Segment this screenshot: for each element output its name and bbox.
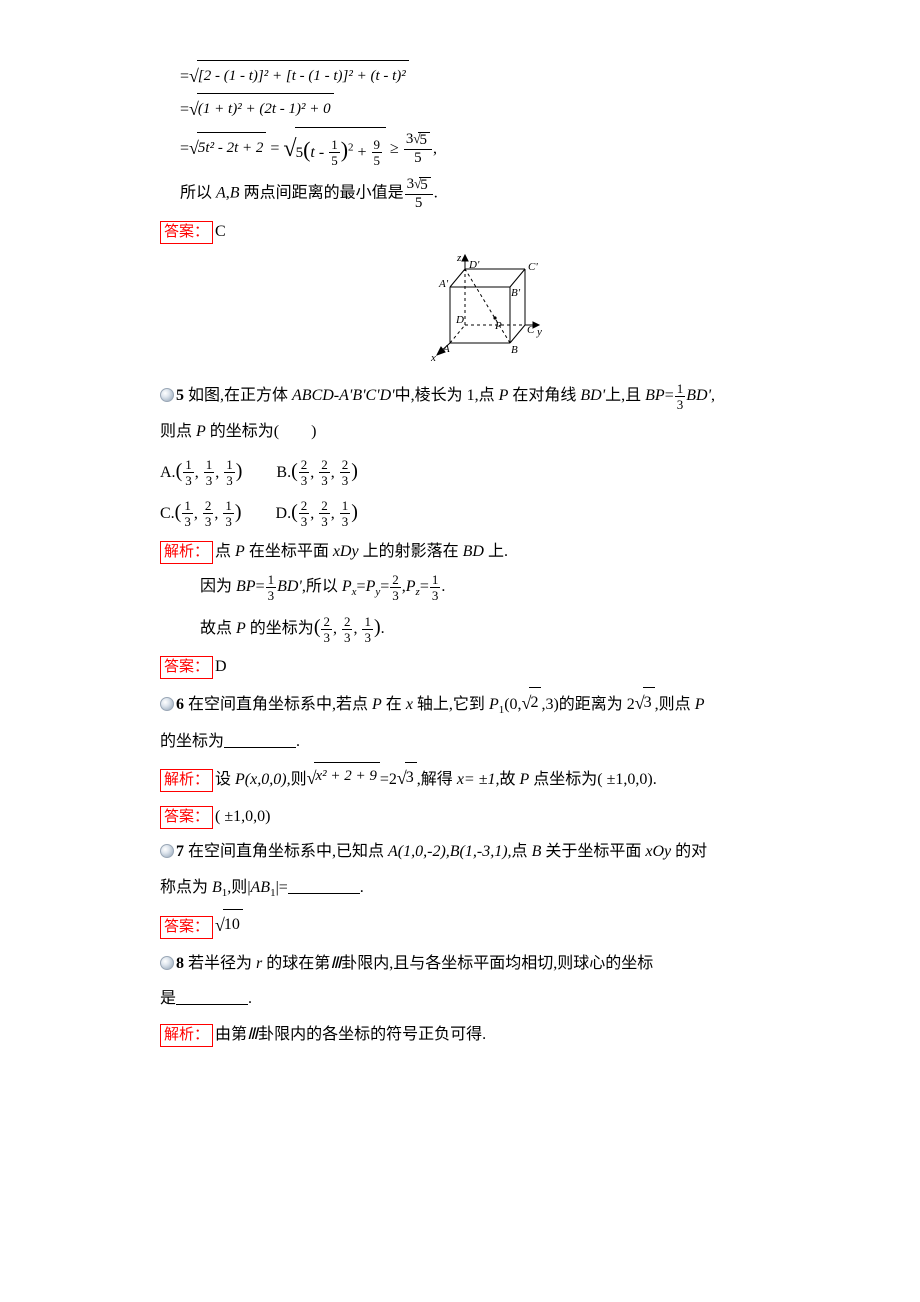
q5-options-row2: C.(13, 23, 13) D.(23, 23, 13)	[160, 494, 800, 531]
q8-stem: 8 若半径为 r 的球在第Ⅲ卦限内,且与各坐标平面均相切,则球心的坐标	[160, 949, 800, 979]
analysis-label: 解析：	[160, 541, 213, 564]
q5-answer: 答案：D	[160, 652, 800, 682]
q6-answer: 答案：( ±1,0,0)	[160, 802, 800, 832]
analysis-label: 解析：	[160, 1024, 213, 1047]
analysis-label: 解析：	[160, 769, 213, 792]
q6-stem: 6 在空间直角坐标系中,若点 P 在 x 轴上,它到 P1(0,√2,3)的距离…	[160, 687, 800, 721]
q5-stem: 5 如图,在正方体 ABCD-A'B'C'D'中,棱长为 1,点 P 在对角线 …	[160, 381, 800, 411]
svg-text:C: C	[527, 324, 535, 336]
bullet-icon	[160, 844, 174, 858]
svg-text:z: z	[456, 253, 462, 264]
answer-label: 答案：	[160, 221, 213, 244]
bullet-icon	[160, 388, 174, 402]
cube-svg: A B C D A' B' C' D' P x y z	[415, 253, 545, 365]
conclusion-line: 所以 A,B 两点间距离的最小值是3√55.	[180, 177, 800, 211]
q5-stem-2: 则点 P 的坐标为( )	[160, 417, 800, 447]
option-d[interactable]: D.(23, 23, 13)	[276, 494, 358, 531]
answer-row-top: 答案：C	[160, 217, 800, 247]
frac-3r5-num: 3√5	[406, 131, 430, 147]
fill-blank[interactable]	[224, 747, 296, 748]
eq-line-1: =√[2 - (1 - t)]² + [t - (1 - t)]² + (t -…	[180, 60, 800, 93]
svg-text:D: D	[455, 314, 464, 326]
svg-text:P: P	[494, 320, 502, 332]
equation-block: =√[2 - (1 - t)]² + [t - (1 - t)]² + (t -…	[180, 60, 800, 171]
q5-analysis-2: 因为 BP=13BD',所以 Px=Py=23,Pz=13.	[200, 572, 800, 603]
q8-stem-2: 是.	[160, 984, 800, 1014]
bullet-icon	[160, 956, 174, 970]
svg-text:D': D'	[468, 259, 480, 271]
eq-line-2: =√(1 + t)² + (2t - 1)² + 0	[180, 93, 800, 126]
svg-text:B: B	[511, 344, 518, 356]
cube-figure: A B C D A' B' C' D' P x y z	[160, 253, 800, 376]
q7-stem-2: 称点为 B1,则|AB1|=.	[160, 873, 800, 904]
fill-blank[interactable]	[176, 1004, 248, 1005]
option-c[interactable]: C.(13, 23, 13)	[160, 494, 242, 531]
q8-analysis: 解析：由第Ⅲ卦限内的各坐标的符号正负可得.	[160, 1020, 800, 1050]
answer-label: 答案：	[160, 806, 213, 829]
svg-text:C': C'	[528, 261, 538, 273]
svg-text:y: y	[536, 326, 542, 338]
eq-line-3: =√5t² - 2t + 2 = √ 5(t - 15)2 + 95 ≥ 3√5…	[180, 127, 800, 171]
option-a[interactable]: A.(13, 13, 13)	[160, 453, 242, 490]
answer-label: 答案：	[160, 916, 213, 939]
q6-stem-2: 的坐标为.	[160, 727, 800, 757]
answer-label: 答案：	[160, 656, 213, 679]
option-b[interactable]: B.(23, 23, 23)	[276, 453, 358, 490]
q5-options-row1: A.(13, 13, 13) B.(23, 23, 23)	[160, 453, 800, 490]
q6-analysis: 解析：设 P(x,0,0),则√x² + 2 + 9=2√3,解得 x= ±1,…	[160, 762, 800, 795]
frac-3r5b-num: 3√5	[407, 176, 431, 192]
fill-blank[interactable]	[288, 893, 360, 894]
q7-stem: 7 在空间直角坐标系中,已知点 A(1,0,-2),B(1,-3,1),点 B …	[160, 837, 800, 867]
svg-text:x: x	[430, 352, 436, 364]
svg-text:B': B'	[511, 287, 521, 299]
q5-analysis-3: 故点 P 的坐标为(23, 23, 13).	[200, 609, 800, 646]
svg-text:A': A'	[438, 278, 449, 290]
q7-answer: 答案：√10	[160, 909, 800, 942]
svg-text:A: A	[442, 343, 450, 355]
q5-analysis-1: 解析：点 P 在坐标平面 xDy 上的射影落在 BD 上.	[160, 537, 800, 567]
bullet-icon	[160, 697, 174, 711]
